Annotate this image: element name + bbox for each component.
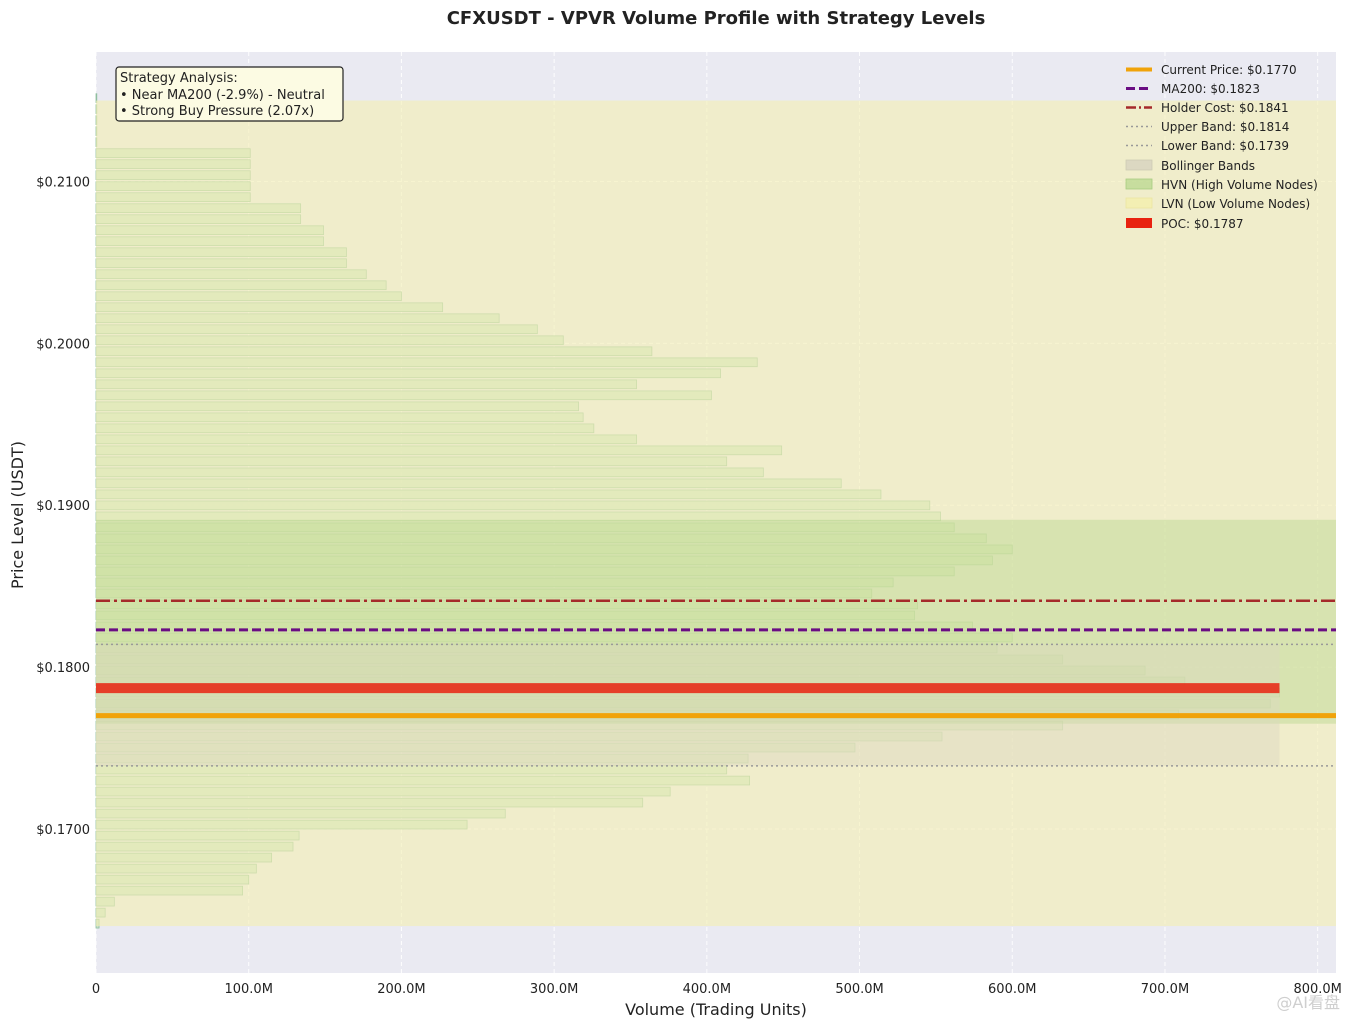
legend-item-current-price: Current Price: $0.1770 xyxy=(1126,63,1297,77)
y-tick-label: $0.1900 xyxy=(36,499,90,514)
annotation-line: • Near MA200 (-2.9%) - Neutral xyxy=(120,88,325,103)
legend-label: LVN (Low Volume Nodes) xyxy=(1161,197,1310,211)
legend-item-poc: POC: $0.1787 xyxy=(1126,217,1244,231)
legend-item-holder-cost: Holder Cost: $0.1841 xyxy=(1126,101,1289,115)
annotation-line: • Strong Buy Pressure (2.07x) xyxy=(120,104,314,119)
x-tick-label: 500.0M xyxy=(835,982,883,997)
legend-label: POC: $0.1787 xyxy=(1161,217,1244,231)
strategy-levels xyxy=(96,599,1336,767)
legend-item-upper-band: Upper Band: $0.1814 xyxy=(1126,120,1289,134)
y-tick-label: $0.1700 xyxy=(36,823,90,838)
strategy-analysis-box: Strategy Analysis: • Near MA200 (-2.9%) … xyxy=(115,66,344,122)
x-tick-label: 800.0M xyxy=(1293,982,1341,997)
legend-label: Bollinger Bands xyxy=(1161,159,1255,173)
y-axis-ticks: $0.1700 $0.1800 $0.1900 $0.2000 $0.2100 xyxy=(36,175,90,837)
x-tick-label: 100.0M xyxy=(224,982,272,997)
legend-item-lvn: LVN (Low Volume Nodes) xyxy=(1125,197,1310,211)
y-axis-label: Price Level (USDT) xyxy=(8,441,27,589)
y-tick-label: $0.1800 xyxy=(36,661,90,676)
legend-label: HVN (High Volume Nodes) xyxy=(1161,178,1318,192)
legend-item-ma200: MA200: $0.1823 xyxy=(1126,82,1260,96)
y-tick-label: $0.2100 xyxy=(36,175,90,190)
chart-legend: Current Price: $0.1770 MA200: $0.1823 Ho… xyxy=(1125,63,1318,231)
x-axis-ticks: 0 100.0M 200.0M 300.0M 400.0M 500.0M 600.0M 700… xyxy=(92,982,1342,997)
bollinger-band-zone xyxy=(96,644,1280,766)
x-tick-label: 0 xyxy=(92,982,100,997)
x-tick-label: 600.0M xyxy=(988,982,1036,997)
x-tick-label: 700.0M xyxy=(1141,982,1189,997)
legend-label: Holder Cost: $0.1841 xyxy=(1161,101,1289,115)
x-tick-label: 400.0M xyxy=(683,982,731,997)
annotation-line: Strategy Analysis: xyxy=(120,71,238,86)
legend-item-hvn: HVN (High Volume Nodes) xyxy=(1125,178,1318,192)
x-axis-label: Volume (Trading Units) xyxy=(625,1000,807,1019)
legend-label: MA200: $0.1823 xyxy=(1161,82,1260,96)
legend-label: Current Price: $0.1770 xyxy=(1161,63,1297,77)
legend-item-bollinger-bands: Bollinger Bands xyxy=(1125,159,1255,173)
x-tick-label: 300.0M xyxy=(530,982,578,997)
x-tick-label: 200.0M xyxy=(377,982,425,997)
chart-title: CFXUSDT - VPVR Volume Profile with Strat… xyxy=(447,8,986,29)
legend-label: Lower Band: $0.1739 xyxy=(1161,139,1289,153)
watermark: @AI看盘 xyxy=(1276,993,1340,1012)
lvn-zone xyxy=(96,100,1336,927)
legend-label: Upper Band: $0.1814 xyxy=(1161,120,1289,134)
y-tick-label: $0.2000 xyxy=(36,337,90,352)
legend-item-lower-band: Lower Band: $0.1739 xyxy=(1126,139,1289,153)
